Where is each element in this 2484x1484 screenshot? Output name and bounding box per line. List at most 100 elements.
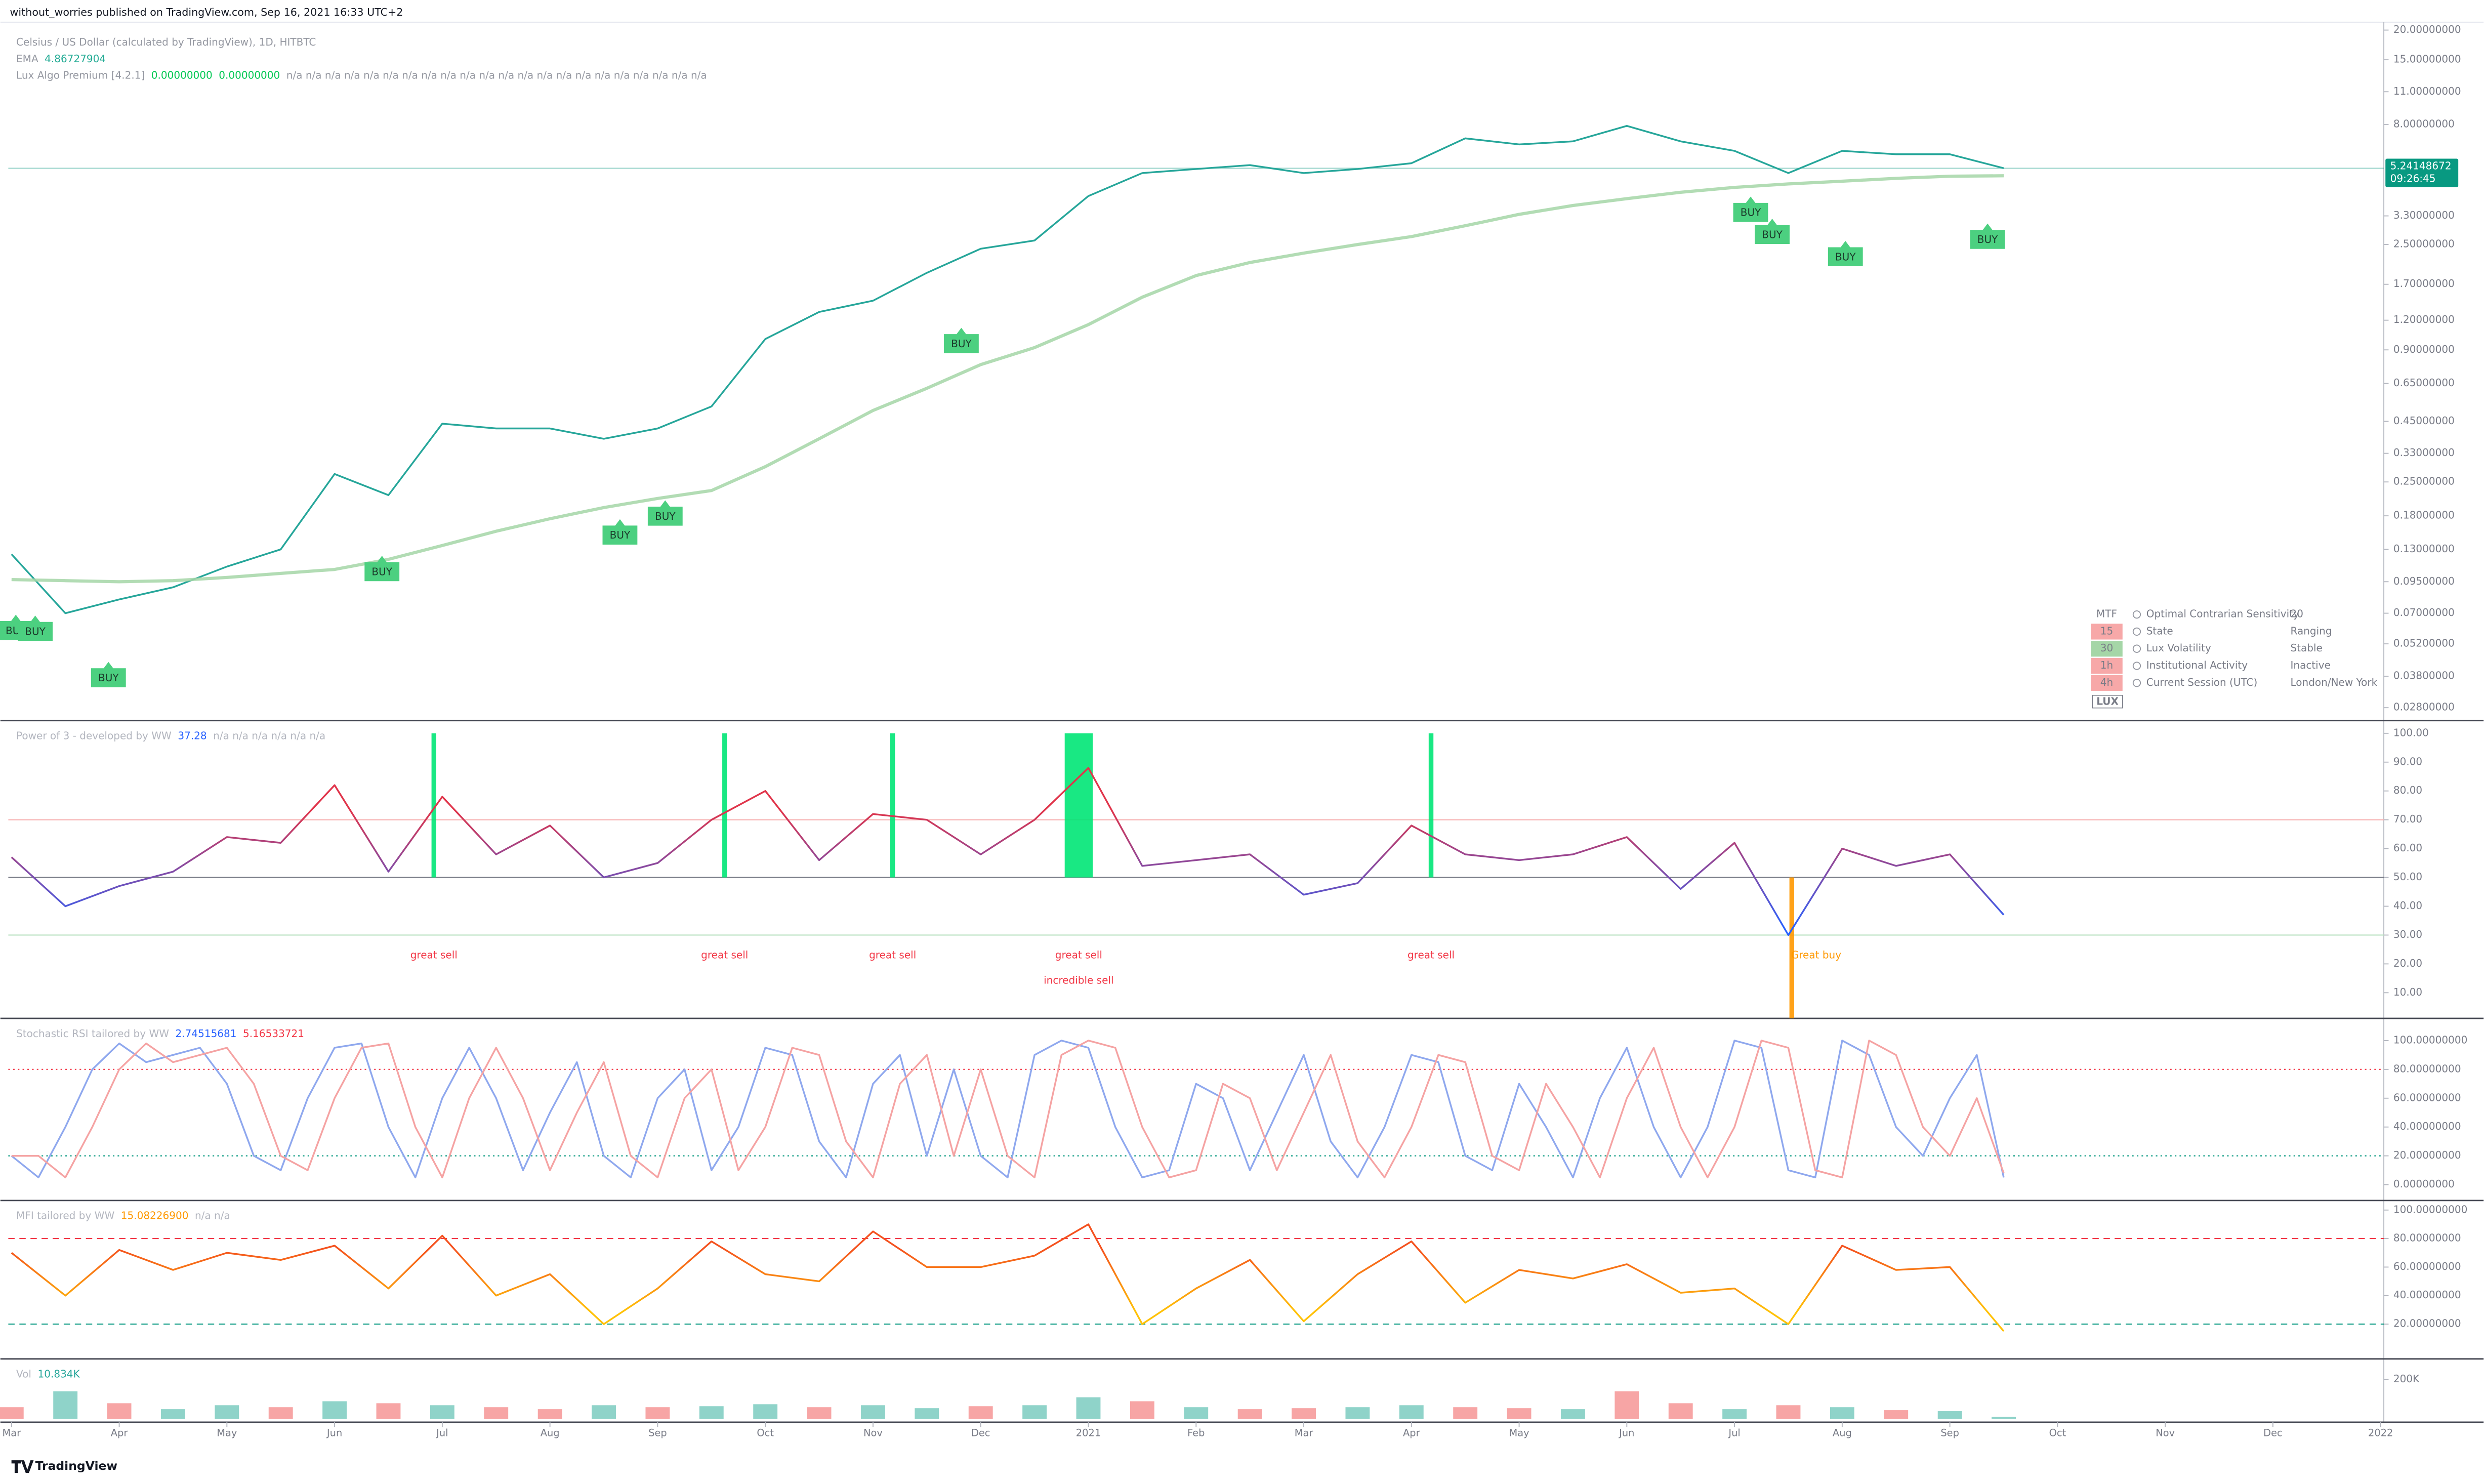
volume-bar xyxy=(0,1407,24,1419)
series-line xyxy=(11,1040,2005,1179)
tradingview-logo xyxy=(11,1460,34,1473)
series-line xyxy=(11,767,2005,936)
x-tick-label: Feb xyxy=(1187,1427,1205,1438)
y-tick-label: 20.00000000 xyxy=(2393,1317,2461,1330)
publish-header: without_worries published on TradingView… xyxy=(10,6,403,19)
volume-bar xyxy=(215,1405,239,1419)
volume-bar xyxy=(1561,1409,1585,1419)
row-icon xyxy=(2132,679,2141,687)
volume-bar xyxy=(1992,1417,2016,1419)
buy-label: BUY xyxy=(371,566,392,578)
y-tick-label: 50.00 xyxy=(2393,871,2422,883)
row-icon xyxy=(2132,662,2141,670)
y-tick-label: 60.00 xyxy=(2393,842,2422,854)
row-icon xyxy=(2132,627,2141,636)
x-tick-label: Jun xyxy=(326,1427,342,1438)
row-icon xyxy=(2132,644,2141,653)
tf-label: 30 xyxy=(2100,642,2113,654)
buy-marker xyxy=(91,662,126,687)
volume-bar xyxy=(376,1403,401,1419)
y-tick-label: 0.65000000 xyxy=(2393,377,2455,389)
legend-item: 37.28 xyxy=(178,730,206,742)
x-tick-label: Dec xyxy=(971,1427,990,1438)
volume-bar xyxy=(53,1391,78,1419)
legend-item: n/a n/a n/a n/a n/a n/a n/a n/a n/a n/a … xyxy=(286,69,707,81)
tf-cell xyxy=(2091,641,2123,657)
legend-item: MFI tailored by WW xyxy=(16,1210,114,1222)
y-tick-label: 100.00000000 xyxy=(2393,1034,2467,1046)
legend-item: 5.16533721 xyxy=(243,1027,304,1040)
y-tick-label: 15.00000000 xyxy=(2393,53,2461,65)
volume-bar xyxy=(753,1404,778,1419)
y-tick-label: 0.07000000 xyxy=(2393,606,2455,619)
tf-label: MTF xyxy=(2096,608,2117,620)
buy-label: BUY xyxy=(1741,207,1761,219)
volume-bar xyxy=(484,1407,509,1419)
legend-item: n/a n/a xyxy=(195,1210,230,1222)
row-value: 20 xyxy=(2290,608,2303,620)
y-tick-label: 11.00000000 xyxy=(2393,85,2461,97)
legend-item: 15.08226900 xyxy=(121,1210,189,1222)
signal-label: great sell xyxy=(701,949,748,961)
buy-marker xyxy=(1970,223,2005,249)
legend-item: EMA xyxy=(16,53,38,65)
row-name: Current Session (UTC) xyxy=(2146,676,2258,688)
x-tick-label: Mar xyxy=(1295,1427,1313,1438)
x-tick-label: May xyxy=(217,1427,237,1438)
y-tick-label: 2.50000000 xyxy=(2393,238,2455,250)
y-tick-label: 0.13000000 xyxy=(2393,543,2455,555)
volume-bar xyxy=(1130,1401,1154,1419)
volume-bar xyxy=(1614,1391,1639,1419)
pane: 100.00000000 80.00000000 60.00000000 40.000… xyxy=(8,1027,2467,1190)
buy-label: BUY xyxy=(610,529,631,541)
y-tick-label: 80.00000000 xyxy=(2393,1062,2461,1075)
y-tick-label: 8.00000000 xyxy=(2393,118,2455,130)
x-tick-label: Nov xyxy=(2156,1427,2175,1438)
buy-label: BUY xyxy=(1977,233,1998,245)
logo-mark xyxy=(11,1460,34,1473)
tf-cell xyxy=(2091,657,2123,674)
y-tick-label: 60.00000000 xyxy=(2393,1260,2461,1272)
series-line xyxy=(11,125,2004,614)
tf-label: 1h xyxy=(2100,659,2113,671)
y-tick-label: 0.02800000 xyxy=(2393,701,2455,713)
volume-bar xyxy=(699,1406,724,1419)
x-tick-label: Nov xyxy=(863,1427,883,1438)
lux-logo: LUX xyxy=(2096,695,2119,707)
legend-item: 2.74515681 xyxy=(176,1027,237,1040)
y-tick-label: 20.00000000 xyxy=(2393,23,2461,35)
volume-bar xyxy=(1668,1403,1693,1419)
buy-marker xyxy=(18,615,53,641)
legend-item: 10.834K xyxy=(38,1368,80,1380)
y-tick-label: 0.05200000 xyxy=(2393,637,2455,649)
x-tick-label: Jul xyxy=(436,1427,448,1438)
signal-label: great sell xyxy=(1055,949,1102,961)
tf-cell xyxy=(2091,675,2123,691)
volume-bar xyxy=(1937,1411,1962,1419)
legend-item: Stochastic RSI tailored by WW xyxy=(16,1027,169,1040)
signal-bar xyxy=(722,733,727,878)
y-tick-label: 200K xyxy=(2393,1373,2420,1385)
pane: 200K Vol 10.834K xyxy=(0,1368,2420,1419)
y-tick-label: 0.18000000 xyxy=(2393,509,2455,521)
volume-bar xyxy=(107,1403,132,1419)
y-tick-label: 0.33000000 xyxy=(2393,446,2455,459)
row-name: State xyxy=(2146,625,2173,637)
pane: 100.00 90.00 80.00 70.00 60.00 50.00 40.00 30.0… xyxy=(8,726,2429,1019)
y-tick-label: 0.45000000 xyxy=(2393,415,2455,427)
signal-bar xyxy=(1789,877,1795,1019)
signal-bar xyxy=(890,733,895,878)
buy-marker xyxy=(943,327,979,353)
signal-bar xyxy=(1428,733,1434,878)
tf-label: 15 xyxy=(2100,625,2113,637)
signal-label: great sell xyxy=(869,949,916,961)
y-tick-label: 100.00 xyxy=(2393,726,2429,738)
signal-label: great sell xyxy=(1407,949,1455,961)
x-tick-label: Apr xyxy=(111,1427,128,1438)
legend-item: 0.00000000 xyxy=(219,69,280,81)
x-tick-label: Sep xyxy=(648,1427,667,1438)
x-tick-label: 2022 xyxy=(2368,1427,2393,1438)
